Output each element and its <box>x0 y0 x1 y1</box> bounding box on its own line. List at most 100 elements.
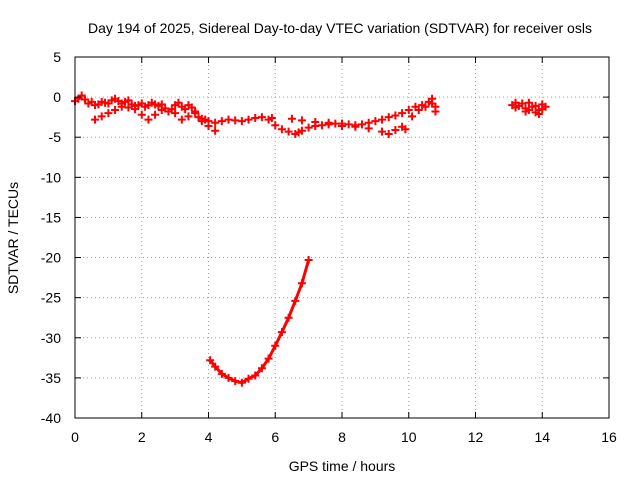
axis-ticks: 0 2 4 6 8 10 12 14 16 5 0 -5 -10 -15 -20 -25 -30 -35 -40 <box>41 49 617 445</box>
data-point <box>97 112 106 121</box>
data-point <box>91 115 100 124</box>
y-tick-label: -15 <box>41 209 61 225</box>
data-point <box>384 130 393 139</box>
data-point <box>378 115 387 124</box>
data-point <box>311 117 320 126</box>
data-point <box>408 112 417 121</box>
data-point <box>297 116 306 125</box>
data-point <box>277 125 286 134</box>
data-point <box>431 107 440 116</box>
data-point <box>384 113 393 122</box>
data-point <box>81 95 90 104</box>
data-point <box>151 110 160 119</box>
data-point <box>534 109 543 118</box>
data-point <box>304 123 313 132</box>
data-point <box>344 120 353 129</box>
data-point <box>257 113 266 122</box>
data-point <box>144 115 153 124</box>
data-point <box>524 98 533 107</box>
data-point <box>271 121 280 130</box>
y-tick-label: -10 <box>41 169 61 185</box>
y-tick-label: -40 <box>41 410 61 426</box>
y-axis-label: SDTVAR / TECUs <box>5 182 21 294</box>
y-tick-label: 0 <box>53 89 61 105</box>
data-point <box>117 102 126 111</box>
data-point <box>378 127 387 136</box>
x-tick-label: 8 <box>338 429 346 445</box>
data-point <box>371 117 380 126</box>
series-main-trace <box>71 91 440 139</box>
data-point <box>521 107 530 116</box>
data-point <box>184 112 193 121</box>
data-point <box>131 105 140 114</box>
data-point <box>244 115 253 124</box>
data-point <box>421 102 430 111</box>
series-late-segment <box>508 98 550 118</box>
series-line <box>208 259 311 385</box>
data-point <box>324 118 333 127</box>
y-tick-label: 5 <box>53 49 61 65</box>
data-point <box>414 105 423 114</box>
data-point <box>287 114 296 123</box>
data-point <box>404 105 413 114</box>
data-point <box>237 117 246 126</box>
x-tick-label: 10 <box>401 429 417 445</box>
y-tick-label: -5 <box>49 129 62 145</box>
data-series <box>71 91 550 387</box>
data-point <box>391 126 400 135</box>
data-point <box>351 122 360 131</box>
data-point <box>104 109 113 118</box>
data-point <box>267 113 276 122</box>
data-point <box>511 98 520 107</box>
data-point <box>224 115 233 124</box>
data-point <box>187 103 196 112</box>
data-point <box>167 105 176 114</box>
data-point <box>211 118 220 127</box>
chart-title: Day 194 of 2025, Sidereal Day-to-day VTE… <box>88 20 592 36</box>
data-point <box>171 109 180 118</box>
data-point <box>137 110 146 119</box>
x-tick-label: 14 <box>534 429 550 445</box>
data-point <box>124 96 133 105</box>
data-point <box>338 121 346 130</box>
data-point <box>251 113 260 122</box>
data-point <box>331 119 340 128</box>
data-point <box>398 109 407 118</box>
data-point <box>297 126 306 135</box>
y-tick-label: -20 <box>41 250 61 266</box>
data-point <box>428 99 437 108</box>
data-point <box>364 124 373 133</box>
data-point <box>231 116 240 125</box>
data-point <box>317 121 326 130</box>
x-axis-label: GPS time / hours <box>289 458 396 474</box>
y-tick-label: -30 <box>41 330 61 346</box>
x-tick-label: 12 <box>468 429 484 445</box>
data-point <box>111 105 120 114</box>
data-point <box>77 91 86 100</box>
data-point <box>538 100 547 109</box>
data-point <box>284 127 293 136</box>
y-tick-label: -35 <box>41 370 61 386</box>
x-tick-label: 0 <box>71 429 79 445</box>
x-tick-label: 4 <box>205 429 213 445</box>
data-point <box>181 105 190 114</box>
data-point <box>124 103 133 112</box>
data-point <box>191 107 200 116</box>
x-tick-label: 16 <box>601 429 617 445</box>
data-point <box>157 105 166 114</box>
data-point <box>217 117 226 126</box>
data-point <box>391 111 400 120</box>
data-point <box>358 120 367 129</box>
series-descending-arc <box>206 255 313 387</box>
x-tick-label: 2 <box>138 429 146 445</box>
data-point <box>174 98 183 107</box>
data-point <box>197 117 206 126</box>
data-point <box>177 115 186 124</box>
data-point <box>518 99 527 108</box>
data-point <box>204 121 213 130</box>
data-point <box>401 125 410 134</box>
data-point <box>211 126 220 135</box>
x-tick-label: 6 <box>271 429 279 445</box>
y-tick-label: -25 <box>41 290 61 306</box>
